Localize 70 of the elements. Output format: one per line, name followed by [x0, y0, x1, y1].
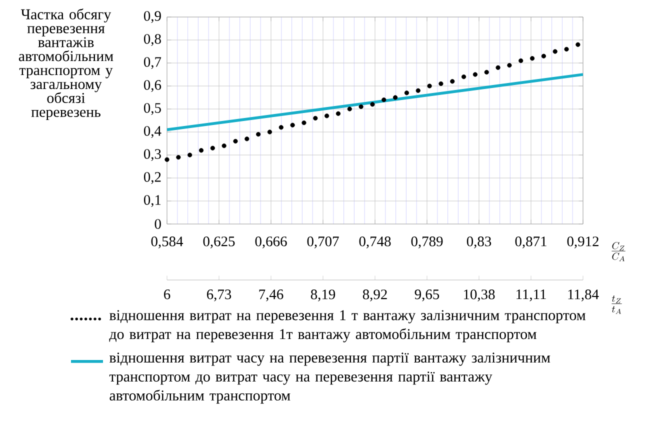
x-tick-label: 0,625	[203, 236, 235, 248]
point	[313, 116, 318, 120]
point	[164, 157, 170, 162]
point	[472, 72, 478, 77]
y-tick-label: 0,3	[144, 149, 161, 161]
x2-tick-label: 8,92	[362, 290, 387, 302]
x2-axis-title: $\frac{t_Z}{t_A}$	[612, 295, 622, 314]
x2-tick-label: 6,73	[206, 290, 232, 302]
point	[530, 56, 535, 61]
y-tick-label: 0,7	[144, 57, 162, 69]
point	[393, 95, 398, 100]
y-tick-label: 0,9	[144, 11, 161, 23]
point	[404, 90, 410, 96]
x-tick-label: 0,748	[359, 236, 391, 248]
y-tick-label: 0,6	[144, 80, 162, 92]
point	[222, 144, 226, 148]
point	[427, 84, 432, 88]
point	[461, 74, 466, 80]
point	[450, 79, 455, 84]
x-tick-label: 0,666	[255, 236, 287, 248]
point	[278, 125, 284, 130]
point	[290, 122, 295, 128]
point	[176, 155, 181, 160]
x-axis-title: $\frac{C_Z}{C_A}$	[612, 242, 626, 262]
x-tick-label: 0,584	[151, 236, 184, 248]
point	[382, 98, 386, 102]
point	[576, 42, 580, 47]
point	[496, 65, 500, 70]
x-tick-label: 0,912	[567, 236, 598, 248]
x2-tick-label: 10,38	[464, 290, 495, 302]
y-tick-label: 0,2	[144, 172, 161, 184]
point	[188, 152, 192, 158]
x2-tick-label: 7,46	[259, 290, 284, 302]
x-tick-label: 0,83	[466, 236, 492, 248]
y-tick-label: 0,5	[144, 103, 161, 115]
x2-tick-label: 11,11	[516, 290, 546, 302]
point	[358, 104, 364, 110]
x-tick-label: 0,707	[307, 236, 339, 248]
x-tick-label: 0,789	[411, 236, 443, 248]
point	[233, 138, 238, 144]
y-tick-label: 0	[154, 219, 161, 229]
point	[484, 70, 489, 75]
point	[347, 106, 352, 112]
point	[244, 136, 250, 142]
point	[267, 130, 272, 134]
point	[210, 146, 215, 150]
point	[416, 88, 420, 93]
point	[564, 46, 569, 52]
point	[438, 81, 444, 86]
x-tick-label: 0,871	[515, 236, 546, 248]
y-axis-title: Частка обсягу перевезення вантажів автомобільним транспортом у загальному обсязі перевезень	[18, 8, 114, 120]
point	[302, 120, 306, 126]
point	[324, 114, 330, 118]
point	[336, 111, 341, 116]
point	[507, 63, 512, 68]
x2-tick-label: 8,19	[310, 290, 336, 302]
x2-tick-label: 11,84	[568, 290, 599, 302]
x2-tick-label: 9,65	[414, 290, 440, 302]
y-tick-label: 0,1	[144, 195, 161, 207]
legend-label: відношення витрат на перевезення 1 т вантажу залізничним транспортом до витрат на перевезення 1т вантажу автомобільним транспортом	[109, 310, 586, 342]
point	[370, 102, 375, 107]
point	[256, 132, 261, 137]
point	[518, 58, 524, 64]
point	[541, 54, 546, 58]
legend-label: відношення витрат часу на перевезення партії вантажу залізничним транспортом до витрат часу на перевезення партії вантажу автомобільним транспортом	[109, 352, 550, 404]
point	[198, 148, 204, 153]
x2-tick-label: 6	[164, 290, 170, 300]
point	[552, 49, 558, 54]
y-tick-label: 0,8	[144, 34, 161, 46]
y-tick-label: 0,4	[144, 126, 162, 138]
